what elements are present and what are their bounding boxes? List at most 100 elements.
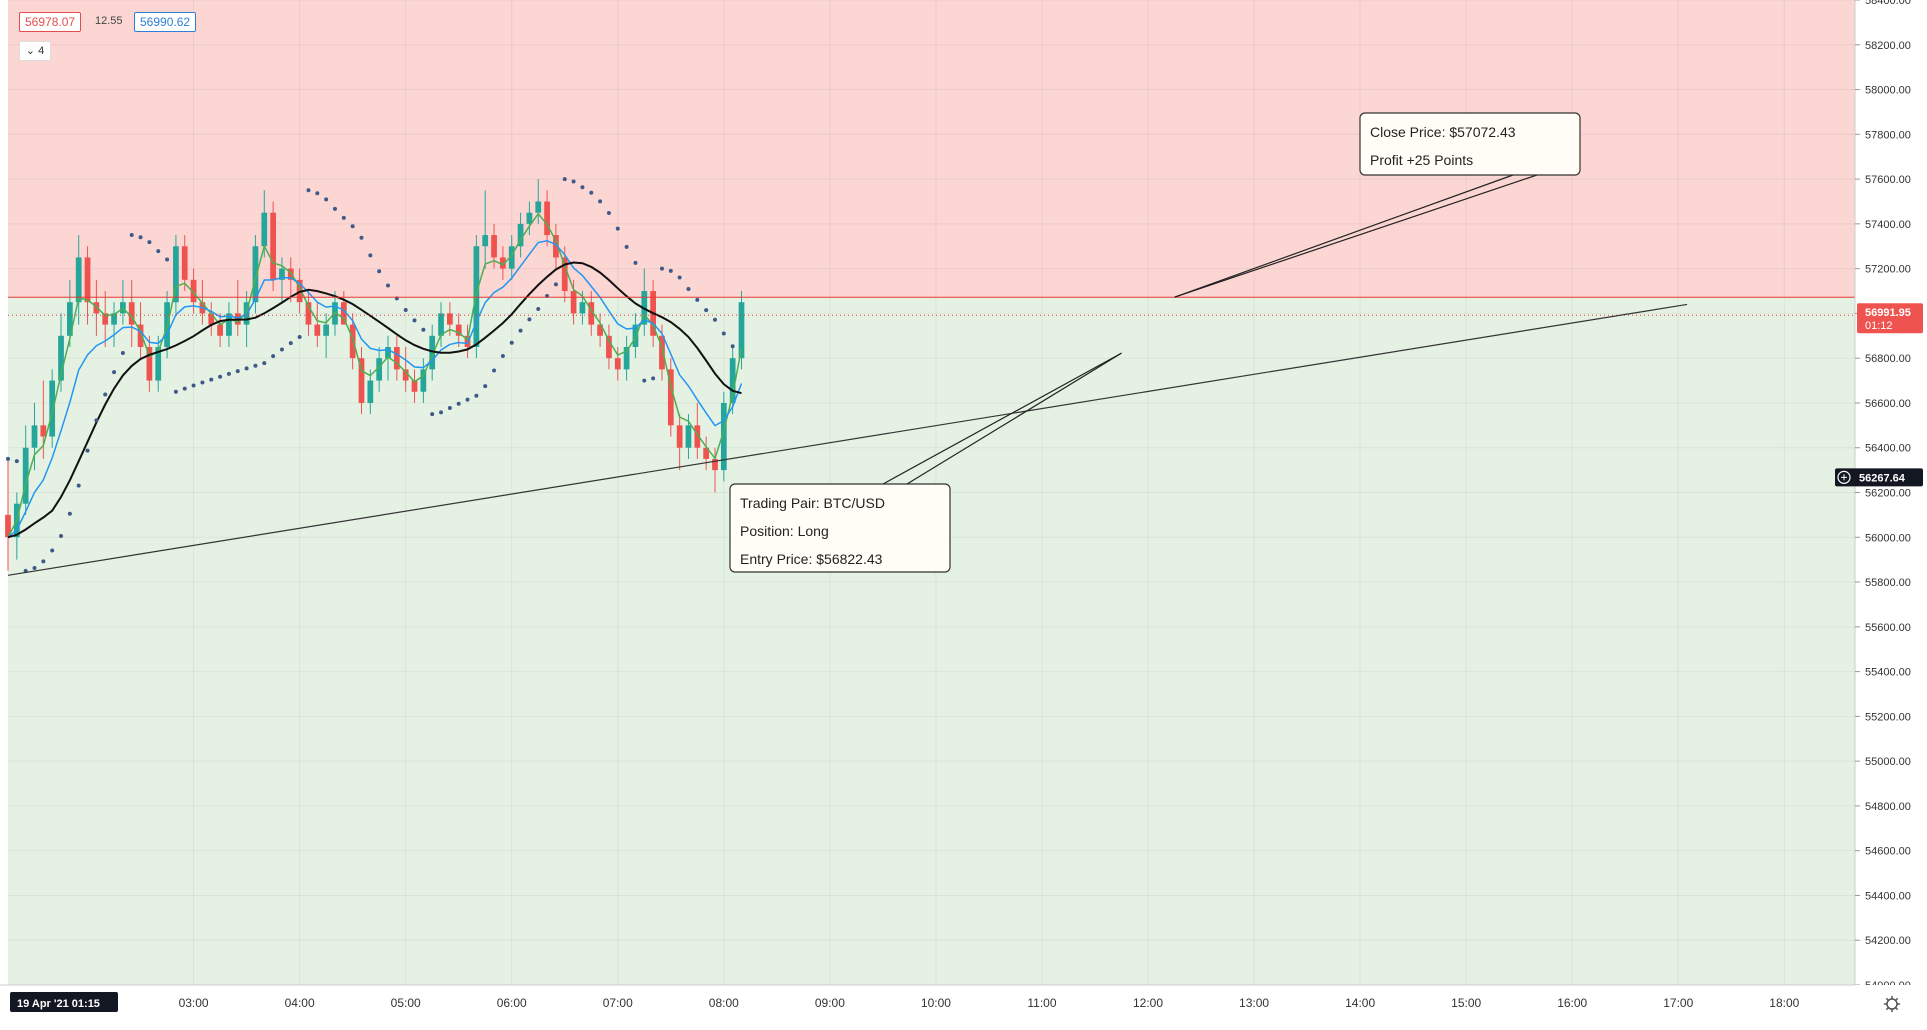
current-price-badge[interactable]: [1857, 303, 1923, 334]
plus-circle-icon[interactable]: [1837, 470, 1851, 484]
candle-body: [93, 302, 100, 314]
candle[interactable]: [508, 235, 515, 280]
trendline[interactable]: [7, 303, 1688, 576]
candle[interactable]: [676, 414, 683, 471]
candle[interactable]: [544, 190, 550, 247]
candle[interactable]: [323, 313, 330, 359]
candle-body: [181, 246, 188, 280]
crosshair-price-badge[interactable]: [1835, 468, 1923, 487]
candle-body: [358, 358, 365, 403]
candle[interactable]: [376, 346, 383, 392]
bid-price-box[interactable]: 56978.07: [19, 12, 82, 32]
indicator-collapse-button[interactable]: ⌄ 4: [19, 41, 51, 61]
loss-zone: [8, 297, 1855, 985]
candle-body: [579, 302, 586, 314]
candle[interactable]: [464, 324, 471, 359]
candle[interactable]: [22, 425, 29, 515]
ask-price-box[interactable]: 56990.62: [134, 12, 197, 32]
candle[interactable]: [402, 346, 409, 392]
candle[interactable]: [703, 436, 710, 471]
candle[interactable]: [173, 235, 179, 314]
sar-dot: [332, 206, 337, 211]
candle-body: [738, 302, 745, 359]
candle[interactable]: [411, 369, 418, 403]
candle[interactable]: [75, 235, 82, 325]
candle[interactable]: [358, 346, 365, 415]
candle[interactable]: [438, 302, 444, 347]
candle-body: [676, 425, 683, 448]
candle[interactable]: [729, 346, 736, 415]
candle[interactable]: [102, 291, 109, 347]
sar-dot: [580, 185, 585, 190]
time-tick-label: 15:00: [1451, 996, 1481, 1010]
sar-dot: [235, 369, 240, 374]
candle[interactable]: [712, 447, 718, 493]
candle[interactable]: [720, 391, 727, 482]
candle[interactable]: [455, 313, 462, 347]
candle[interactable]: [226, 302, 232, 347]
candle[interactable]: [588, 291, 595, 336]
candle-body: [694, 425, 701, 448]
indicator-count: 4: [38, 45, 45, 57]
candle[interactable]: [155, 335, 162, 392]
candle-body: [385, 346, 391, 359]
candle[interactable]: [526, 201, 533, 236]
candle[interactable]: [349, 313, 356, 370]
candle[interactable]: [217, 313, 223, 347]
gear-icon[interactable]: [1884, 996, 1900, 1012]
candle[interactable]: [208, 302, 215, 336]
candle[interactable]: [270, 201, 276, 292]
time-start-badge[interactable]: [10, 992, 118, 1012]
candle[interactable]: [5, 458, 11, 571]
gear-tooth: [1885, 997, 1889, 1001]
candle[interactable]: [694, 402, 701, 459]
candle[interactable]: [500, 246, 506, 280]
candle[interactable]: [597, 313, 603, 347]
candle[interactable]: [623, 335, 630, 381]
candle-body: [367, 380, 374, 403]
candle[interactable]: [393, 335, 400, 381]
candle[interactable]: [367, 369, 374, 415]
sar-dot: [288, 341, 293, 346]
sar-dot: [421, 327, 426, 332]
candle[interactable]: [49, 369, 56, 448]
candle-body: [58, 335, 64, 381]
candle[interactable]: [58, 313, 64, 392]
candle[interactable]: [146, 335, 153, 392]
candle[interactable]: [111, 302, 117, 347]
sar-dot: [368, 253, 373, 258]
candle[interactable]: [429, 324, 436, 381]
candle-body: [606, 335, 612, 359]
candle[interactable]: [181, 235, 188, 292]
candle[interactable]: [606, 324, 612, 370]
sar-dot: [156, 249, 161, 254]
entry-callout[interactable]: Trading Pair: BTC/USD Position: Long Entry…: [729, 352, 1122, 573]
candle-body: [173, 246, 179, 303]
candle[interactable]: [517, 212, 524, 258]
candle[interactable]: [279, 257, 285, 303]
candle[interactable]: [535, 179, 542, 224]
candle[interactable]: [84, 246, 91, 325]
candle[interactable]: [614, 346, 621, 381]
candle[interactable]: [305, 291, 312, 336]
candle[interactable]: [128, 279, 135, 347]
candle[interactable]: [570, 279, 577, 325]
exit-callout[interactable]: Close Price: $57072.43 Profit +25 Points: [1174, 112, 1581, 298]
candle[interactable]: [482, 190, 489, 269]
sar-dot: [32, 565, 37, 570]
sar-dot: [615, 226, 620, 231]
candle[interactable]: [738, 291, 745, 370]
candle-body: [464, 335, 471, 347]
sar-dot: [297, 335, 302, 340]
candle[interactable]: [31, 402, 38, 471]
time-tick-label: 16:00: [1557, 996, 1587, 1010]
sar-dot: [730, 344, 735, 349]
candle[interactable]: [667, 358, 674, 437]
candle[interactable]: [385, 335, 391, 381]
candle[interactable]: [420, 358, 427, 403]
candle[interactable]: [93, 279, 100, 336]
candle[interactable]: [314, 302, 321, 347]
candle[interactable]: [553, 223, 559, 269]
